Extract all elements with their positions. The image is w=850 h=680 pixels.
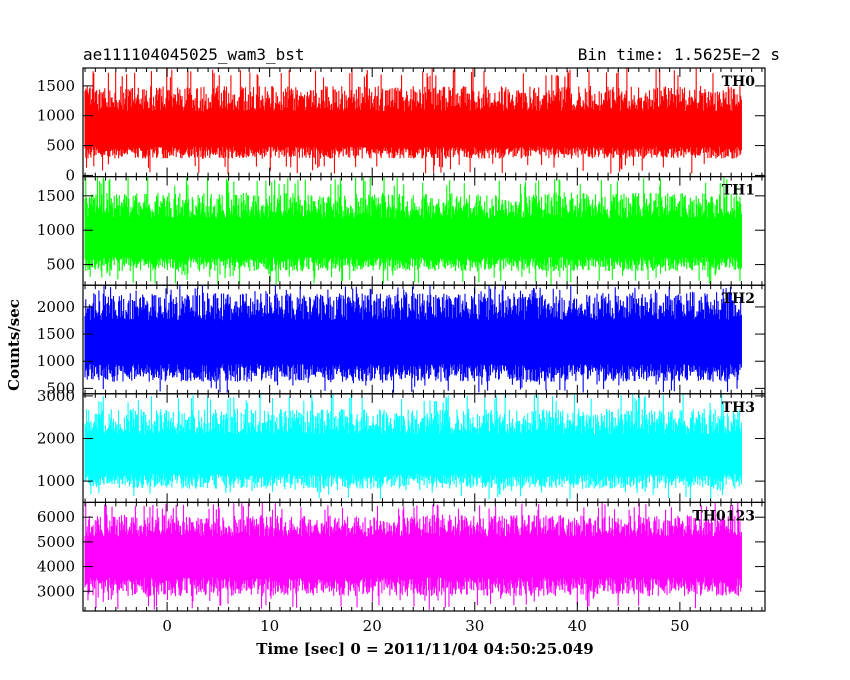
panel-label-th3: TH3 bbox=[722, 400, 755, 416]
y-tick-label: 2000 bbox=[37, 298, 75, 316]
panels-group: 0 500 1000 1500 TH0 500 1000 1500 TH1 500 1000 1500… bbox=[37, 67, 766, 612]
panel-label-th1: TH1 bbox=[722, 183, 755, 199]
chart-title: ae111104045025_wam3_bst bbox=[83, 45, 305, 64]
y-tick-label: 0 bbox=[65, 166, 75, 184]
series-th2 bbox=[84, 285, 742, 393]
y-tick-label: 1000 bbox=[37, 352, 75, 370]
y-tick-label: 1000 bbox=[37, 472, 75, 490]
series-th0123 bbox=[84, 502, 742, 610]
x-tick-label: 0 bbox=[162, 617, 172, 635]
y-tick-label: 500 bbox=[46, 137, 75, 155]
x-tick-label: 30 bbox=[465, 617, 484, 635]
y-tick-label: 3000 bbox=[37, 387, 75, 405]
panel-frame bbox=[82, 501, 766, 612]
y-tick-label: 1500 bbox=[37, 77, 75, 95]
y-axis-label: Counts/sec bbox=[5, 299, 23, 391]
y-tick-label: 1500 bbox=[37, 187, 75, 205]
panel-th0: 0 500 1000 1500 TH0 bbox=[37, 67, 766, 184]
y-tick-label: 2000 bbox=[37, 430, 75, 448]
x-axis-label: Time [sec] 0 = 2011/11/04 04:50:25.049 bbox=[256, 640, 593, 658]
panel-th0123: 3000 4000 5000 6000 TH0123 bbox=[37, 501, 766, 612]
series-th3 bbox=[84, 393, 742, 500]
y-tick-label: 1000 bbox=[37, 221, 75, 239]
series-th1 bbox=[84, 176, 742, 285]
bin-time-label: Bin time: 1.5625E−2 s bbox=[578, 45, 780, 64]
x-axis: 0 10 20 30 40 50 bbox=[162, 617, 689, 635]
y-tick-label: 5000 bbox=[37, 533, 75, 551]
y-tick-label: 500 bbox=[46, 256, 75, 274]
y-tick-label: 1500 bbox=[37, 325, 75, 343]
y-tick-label: 500 bbox=[46, 379, 75, 397]
x-tick-label: 10 bbox=[260, 617, 279, 635]
panel-th2: 500 1000 1500 2000 TH2 bbox=[37, 284, 766, 397]
x-tick-label: 20 bbox=[363, 617, 382, 635]
x-tick-label: 50 bbox=[670, 617, 689, 635]
series-th0 bbox=[84, 68, 742, 174]
panel-label-th0123: TH0123 bbox=[692, 508, 755, 524]
panel-th3: 1000 2000 3000 TH3 bbox=[37, 387, 766, 503]
panel-label-th2: TH2 bbox=[722, 291, 755, 307]
y-tick-label: 6000 bbox=[37, 508, 75, 526]
x-tick-label: 40 bbox=[568, 617, 587, 635]
panel-label-th0: TH0 bbox=[722, 74, 756, 90]
y-tick-label: 3000 bbox=[37, 582, 75, 600]
y-tick-label: 1000 bbox=[37, 107, 75, 125]
y-tick-label: 4000 bbox=[37, 558, 75, 576]
panel-th1: 500 1000 1500 TH1 bbox=[37, 176, 766, 286]
